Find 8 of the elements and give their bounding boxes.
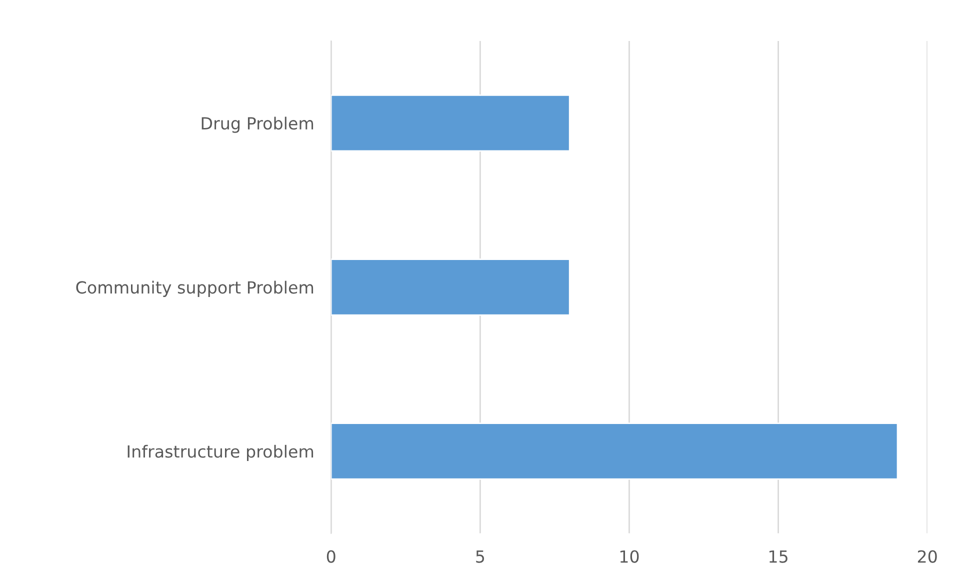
- x-tick-label: 5: [476, 550, 484, 563]
- x-tick-label: 0: [326, 550, 336, 563]
- y-tick-label: Community support Problem: [76, 280, 314, 297]
- x-tick-label: 10: [620, 550, 639, 563]
- x-tick-label: 15: [770, 550, 788, 563]
- y-tick-label: Infrastructure problem: [128, 444, 314, 462]
- y-tick-label: Drug Problem: [202, 116, 314, 133]
- x-tick-label: 20: [918, 550, 937, 563]
